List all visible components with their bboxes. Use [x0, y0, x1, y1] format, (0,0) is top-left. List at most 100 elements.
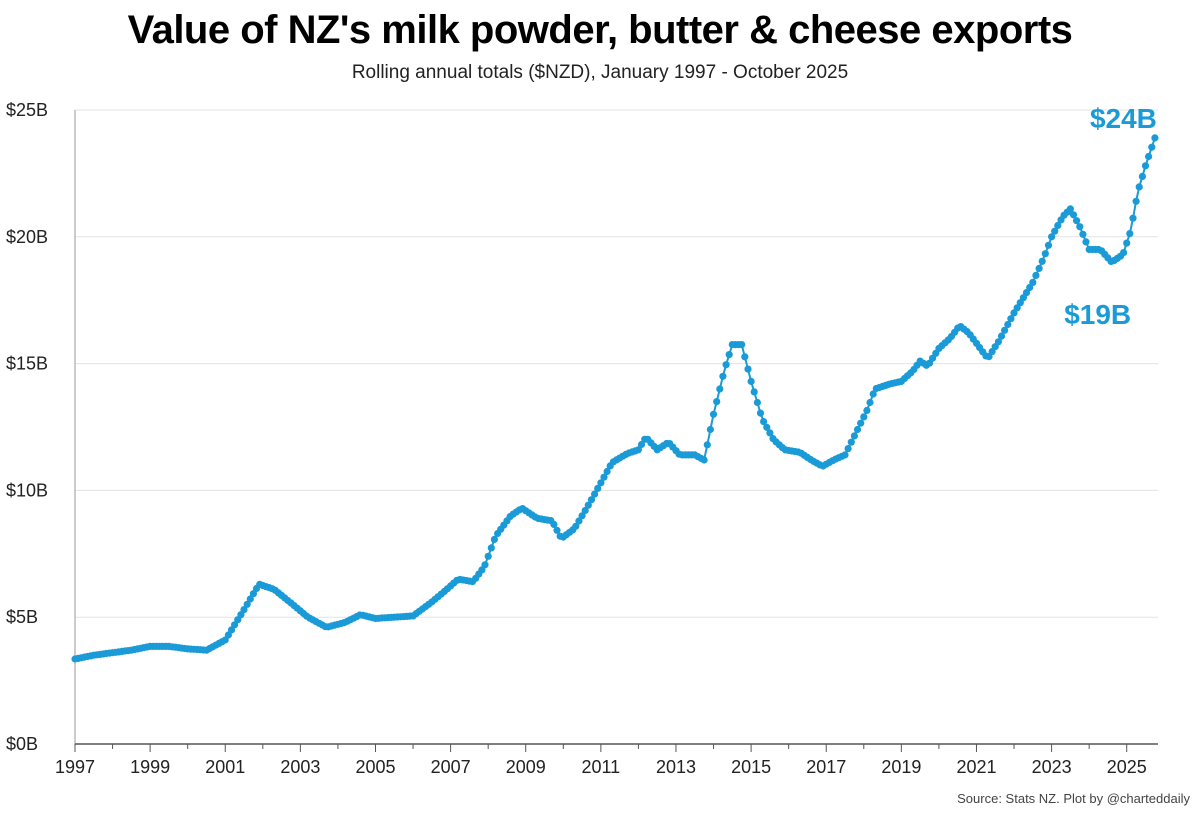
- x-tick-label: 2011: [581, 757, 620, 777]
- data-point: [860, 413, 868, 421]
- data-point: [725, 351, 733, 359]
- y-tick-label: $25B: [6, 100, 48, 120]
- x-tick-label: 2009: [506, 757, 546, 777]
- data-point: [1120, 249, 1128, 257]
- data-point: [600, 473, 608, 481]
- data-point: [1148, 143, 1156, 151]
- y-tick-label: $15B: [6, 354, 48, 374]
- x-tick-label: 2015: [731, 757, 771, 777]
- data-point: [763, 423, 771, 431]
- x-tick-label: 1999: [130, 757, 170, 777]
- y-tick-label: $10B: [6, 480, 48, 500]
- data-point: [719, 372, 727, 380]
- data-point: [1132, 197, 1140, 205]
- data-point: [1054, 221, 1062, 230]
- data-point: [575, 517, 583, 525]
- data-point: [1141, 162, 1150, 170]
- data-point: [490, 535, 498, 544]
- data-point: [713, 398, 721, 406]
- annotations: $24B $19B: [1064, 103, 1157, 330]
- data-point: [1048, 233, 1056, 241]
- data-point: [1051, 227, 1059, 235]
- source-note: Source: Stats NZ. Plot by @charteddaily: [957, 791, 1190, 806]
- data-point: [1032, 271, 1040, 279]
- data-point: [700, 456, 708, 464]
- data-point: [1151, 134, 1159, 142]
- x-tick-label: 1997: [55, 757, 95, 777]
- data-point: [1004, 320, 1012, 329]
- annotation-trough: $19B: [1064, 299, 1131, 330]
- data-point: [597, 479, 605, 487]
- data-point: [578, 512, 586, 520]
- data-point: [637, 440, 646, 449]
- data-point: [572, 522, 580, 530]
- data-point: [1138, 172, 1146, 180]
- data-point: [744, 365, 752, 373]
- data-point: [857, 419, 865, 427]
- data-point: [1129, 214, 1137, 222]
- data-point: [481, 561, 489, 569]
- data-point: [1145, 152, 1153, 161]
- data-point: [243, 600, 251, 608]
- data-point: [1079, 230, 1087, 238]
- grid-lines: [75, 109, 1158, 618]
- series-line: [71, 134, 1159, 663]
- x-tick-label: 2007: [431, 757, 471, 777]
- data-point: [766, 429, 774, 437]
- data-point: [750, 388, 758, 396]
- data-point: [1076, 223, 1084, 231]
- data-point: [706, 425, 715, 434]
- y-tick-label: $0B: [6, 734, 38, 754]
- x-tick-label: 2003: [280, 757, 320, 777]
- data-point: [1123, 239, 1131, 247]
- data-point: [550, 520, 558, 529]
- x-tick-label: 2019: [881, 757, 921, 777]
- chart-subtitle: Rolling annual totals ($NZD), January 19…: [351, 62, 849, 83]
- data-point: [1007, 315, 1015, 323]
- data-point: [1035, 264, 1043, 272]
- data-point: [584, 501, 592, 509]
- data-point: [587, 496, 596, 504]
- data-point: [703, 441, 711, 449]
- x-tick-label: 2025: [1107, 757, 1147, 777]
- data-point: [841, 451, 849, 459]
- y-tick-label: $20B: [6, 227, 48, 247]
- data-point: [756, 409, 765, 417]
- series-path: [74, 137, 1156, 660]
- data-point: [863, 406, 871, 415]
- x-tick-label: 2001: [205, 757, 245, 777]
- x-tick-label: 2005: [355, 757, 395, 777]
- x-tick-label: 2021: [956, 757, 996, 777]
- data-point: [869, 390, 877, 398]
- y-axis-ticks: $0B $5B $10B $15B $20B $25B: [6, 100, 48, 754]
- data-point: [634, 446, 643, 454]
- data-point: [1044, 241, 1053, 249]
- data-point: [844, 445, 852, 453]
- data-point: [1001, 326, 1009, 334]
- data-point: [741, 353, 749, 361]
- data-point: [603, 467, 611, 476]
- x-tick-label: 2017: [806, 757, 846, 777]
- data-point: [850, 432, 859, 440]
- data-point: [1029, 278, 1037, 286]
- data-point: [760, 418, 768, 426]
- data-point: [1126, 230, 1134, 238]
- x-tick-label: 2023: [1032, 757, 1072, 777]
- data-point: [553, 526, 561, 534]
- data-point: [722, 361, 730, 369]
- data-point: [1066, 205, 1074, 213]
- data-point: [591, 490, 599, 498]
- data-point: [581, 506, 589, 515]
- data-point: [1038, 257, 1046, 265]
- data-point: [1073, 217, 1081, 225]
- data-point: [847, 438, 855, 446]
- data-point: [753, 398, 762, 407]
- data-point: [866, 398, 874, 407]
- data-point: [1135, 183, 1143, 191]
- x-tick-label: 2013: [656, 757, 696, 777]
- data-point: [709, 410, 718, 418]
- data-point: [246, 595, 254, 603]
- data-point: [1069, 211, 1078, 219]
